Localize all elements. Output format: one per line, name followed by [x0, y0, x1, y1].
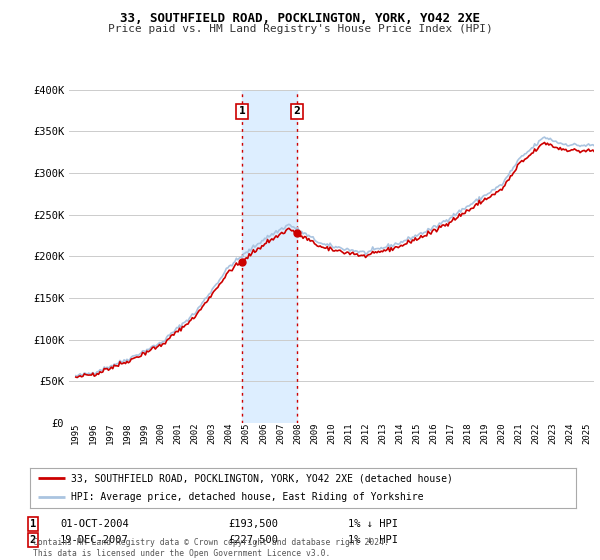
Bar: [242, 90, 297, 423]
Text: 2007: 2007: [276, 423, 285, 444]
Text: 2002: 2002: [191, 423, 200, 444]
Text: 2010: 2010: [327, 423, 336, 444]
Text: 2022: 2022: [532, 423, 541, 444]
Text: 2020: 2020: [497, 423, 506, 444]
Text: 2: 2: [293, 106, 300, 116]
Text: 33, SOUTHFIELD ROAD, POCKLINGTON, YORK, YO42 2XE (detached house): 33, SOUTHFIELD ROAD, POCKLINGTON, YORK, …: [71, 473, 453, 483]
Text: £227,500: £227,500: [228, 535, 278, 545]
Text: 33, SOUTHFIELD ROAD, POCKLINGTON, YORK, YO42 2XE: 33, SOUTHFIELD ROAD, POCKLINGTON, YORK, …: [120, 12, 480, 25]
Text: 2016: 2016: [429, 423, 438, 444]
Text: 2025: 2025: [583, 423, 592, 444]
Text: 2009: 2009: [310, 423, 319, 444]
Text: 1996: 1996: [88, 423, 97, 444]
Text: 2023: 2023: [548, 423, 557, 444]
Text: 2000: 2000: [157, 423, 166, 444]
Text: 1: 1: [30, 519, 36, 529]
Text: 1999: 1999: [139, 423, 149, 444]
Text: 2024: 2024: [566, 423, 575, 444]
Text: £193,500: £193,500: [228, 519, 278, 529]
Text: 2014: 2014: [395, 423, 404, 444]
Text: 2001: 2001: [173, 423, 182, 444]
Text: 01-OCT-2004: 01-OCT-2004: [60, 519, 129, 529]
Text: 2008: 2008: [293, 423, 302, 444]
Text: 2006: 2006: [259, 423, 268, 444]
Text: Contains HM Land Registry data © Crown copyright and database right 2024.
This d: Contains HM Land Registry data © Crown c…: [33, 538, 389, 558]
Text: 1995: 1995: [71, 423, 80, 444]
Text: 1: 1: [239, 106, 245, 116]
Text: 2: 2: [30, 535, 36, 545]
Text: 2015: 2015: [412, 423, 421, 444]
Text: 1997: 1997: [106, 423, 115, 444]
Text: 2019: 2019: [481, 423, 490, 444]
Text: 2021: 2021: [514, 423, 523, 444]
Text: 2018: 2018: [463, 423, 472, 444]
Text: 2012: 2012: [361, 423, 370, 444]
Text: 2013: 2013: [378, 423, 387, 444]
Text: 2004: 2004: [225, 423, 234, 444]
Text: 19-DEC-2007: 19-DEC-2007: [60, 535, 129, 545]
Text: 1% ↓ HPI: 1% ↓ HPI: [348, 535, 398, 545]
Text: 1% ↓ HPI: 1% ↓ HPI: [348, 519, 398, 529]
Text: Price paid vs. HM Land Registry's House Price Index (HPI): Price paid vs. HM Land Registry's House …: [107, 24, 493, 34]
Text: 1998: 1998: [122, 423, 131, 444]
Text: 2005: 2005: [242, 423, 251, 444]
Text: 2011: 2011: [344, 423, 353, 444]
Text: 2017: 2017: [446, 423, 455, 444]
Text: 2003: 2003: [208, 423, 217, 444]
Text: HPI: Average price, detached house, East Riding of Yorkshire: HPI: Average price, detached house, East…: [71, 492, 424, 502]
